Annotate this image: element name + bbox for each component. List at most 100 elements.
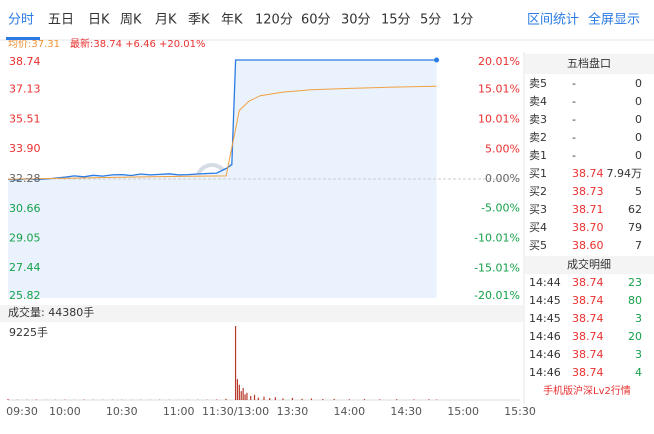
trade-volume: 80 <box>628 294 642 307</box>
tab[interactable]: 分时 <box>8 13 34 28</box>
book-level: 卖3 <box>529 113 547 126</box>
avg-line <box>7 85 437 180</box>
tab[interactable]: 1分 <box>452 13 473 28</box>
x-tick-label: 14:00 <box>333 405 365 418</box>
y2-tick-label: -20.01% <box>474 289 520 302</box>
trade-price: 38.74 <box>572 276 604 289</box>
y2-tick-label: 15.01% <box>478 83 520 96</box>
volume-bar <box>363 399 366 400</box>
trade-time: 14:46 <box>529 366 561 379</box>
last-price-dot <box>434 57 440 63</box>
book-price: 38.60 <box>572 239 604 252</box>
volume-bar <box>428 399 430 400</box>
book-price: - <box>572 95 576 108</box>
book-title: 五档盘口 <box>567 56 611 70</box>
lv2-link[interactable]: 手机版沪深Lv2行情 <box>543 384 631 397</box>
trade-volume: 4 <box>635 366 642 379</box>
book-volume: 7.94万 <box>607 167 643 180</box>
volume-bar <box>348 399 350 400</box>
y-tick-label: 32.28 <box>9 172 41 185</box>
book-level: 买4 <box>529 221 547 234</box>
volume-bar <box>250 395 252 400</box>
volume-bar <box>396 399 398 400</box>
x-tick-label: 10:30 <box>106 405 138 418</box>
y2-tick-label: -15.01% <box>474 261 520 274</box>
trade-price: 38.74 <box>572 294 604 307</box>
trade-price: 38.74 <box>572 348 604 361</box>
book-volume: 79 <box>628 221 642 234</box>
volume-bar <box>413 399 415 400</box>
price-area <box>8 60 437 298</box>
y2-tick-label: -10.01% <box>474 232 520 245</box>
trade-price: 38.74 <box>572 330 604 343</box>
x-tick-label: 14:30 <box>390 405 422 418</box>
trade-volume: 23 <box>628 276 642 289</box>
book-volume: 0 <box>635 131 642 144</box>
book-price: 38.74 <box>572 167 604 180</box>
tab[interactable]: 15分 <box>381 13 411 28</box>
y2-tick-label: 10.01% <box>478 112 520 125</box>
latest-price: 最新:38.74 +6.46 +20.01% <box>70 37 206 50</box>
book-level: 买3 <box>529 203 547 216</box>
volume-bar <box>333 398 335 400</box>
volume-bar <box>291 397 294 400</box>
tab[interactable]: 年K <box>221 13 243 28</box>
book-volume: 0 <box>635 95 642 108</box>
book-volume: 0 <box>635 113 642 126</box>
volume-bar <box>257 397 259 400</box>
volume-bar <box>225 398 227 400</box>
book-price: - <box>572 113 576 126</box>
y2-tick-label: 20.01% <box>478 55 520 68</box>
tab[interactable]: 月K <box>155 13 177 28</box>
volume-bar <box>240 391 242 400</box>
trades-title: 成交明细 <box>567 257 611 271</box>
tool-link[interactable]: 全屏显示 <box>588 12 640 28</box>
volume-bar <box>246 392 248 400</box>
y2-tick-label: -5.00% <box>481 202 520 215</box>
book-level: 买2 <box>529 185 547 198</box>
tab[interactable]: 30分 <box>341 13 371 28</box>
volume-bar <box>236 379 239 400</box>
tab[interactable]: 120分 <box>255 13 293 28</box>
book-level: 卖2 <box>529 131 547 144</box>
volume-bar <box>242 387 244 400</box>
trade-volume: 3 <box>635 312 642 325</box>
volume-bar <box>238 384 240 400</box>
x-tick-label: 15:00 <box>447 405 479 418</box>
volume-bar <box>244 394 246 400</box>
book-level: 卖1 <box>529 149 547 162</box>
tab[interactable]: 五日 <box>48 13 74 28</box>
volume-header-bg <box>0 305 523 322</box>
trade-time: 14:44 <box>529 276 561 289</box>
book-price: - <box>572 131 576 144</box>
book-price: - <box>572 149 576 162</box>
trade-volume: 3 <box>635 348 642 361</box>
trade-time: 14:45 <box>529 294 561 307</box>
x-tick-label: 13:30 <box>277 405 309 418</box>
x-tick-label: 11:00 <box>163 405 195 418</box>
book-header-bg <box>525 54 654 74</box>
tab[interactable]: 季K <box>188 13 210 28</box>
tab[interactable]: 5分 <box>420 13 441 28</box>
tab[interactable]: 60分 <box>301 13 331 28</box>
x-tick-label: 10:00 <box>49 405 81 418</box>
volume-max-label: 9225手 <box>9 325 48 339</box>
volume-bar <box>7 399 9 400</box>
book-level: 卖4 <box>529 95 547 108</box>
y-tick-label: 37.13 <box>9 83 41 96</box>
book-price: - <box>572 77 576 90</box>
trades-header-bg <box>525 256 654 274</box>
x-tick-label: 09:30 <box>6 405 38 418</box>
volume-bar <box>301 398 303 400</box>
book-volume: 0 <box>635 77 642 90</box>
book-level: 买5 <box>529 239 547 252</box>
book-volume: 62 <box>628 203 642 216</box>
tab[interactable]: 日K <box>88 13 110 28</box>
tab[interactable]: 周K <box>120 13 142 28</box>
book-level: 买1 <box>529 167 547 180</box>
avg-price: 均价:37.31 <box>8 38 60 50</box>
book-price: 38.73 <box>572 185 604 198</box>
tool-link[interactable]: 区间统计 <box>527 13 579 28</box>
book-price: 38.71 <box>572 203 604 216</box>
